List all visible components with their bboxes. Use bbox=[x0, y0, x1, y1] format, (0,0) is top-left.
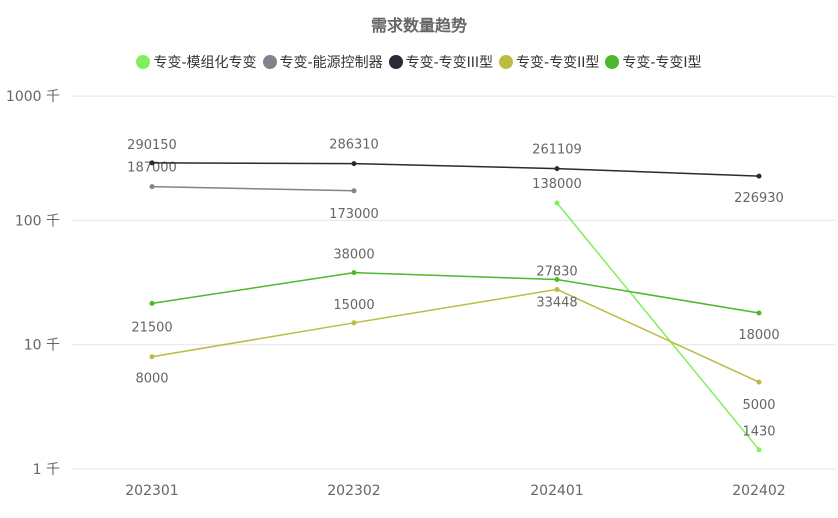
data-point bbox=[756, 379, 762, 385]
data-point bbox=[756, 173, 762, 179]
legend-item[interactable]: 专变-能源控制器 bbox=[262, 52, 383, 72]
y-tick-label: 1 千 bbox=[33, 462, 60, 478]
legend-item[interactable]: 专变-模组化专变 bbox=[136, 52, 257, 72]
x-tick-label: 202402 bbox=[732, 483, 785, 499]
legend-marker-icon bbox=[262, 55, 277, 69]
legend-label: 专变-能源控制器 bbox=[279, 55, 383, 71]
chart-title: 需求数量趋势 bbox=[370, 16, 467, 35]
legend-marker-icon bbox=[388, 55, 403, 69]
data-point bbox=[351, 161, 357, 167]
data-label: 187000 bbox=[127, 161, 177, 176]
legend-label: 专变-专变II型 bbox=[516, 55, 600, 71]
data-point bbox=[351, 188, 357, 194]
data-point bbox=[149, 184, 155, 190]
legend-item[interactable]: 专变-专变III型 bbox=[388, 52, 494, 72]
legend-label: 专变-专变I型 bbox=[622, 55, 702, 71]
series-line bbox=[556, 202, 760, 451]
series-line bbox=[151, 271, 760, 314]
data-point bbox=[554, 200, 560, 206]
data-label: 38000 bbox=[333, 248, 374, 263]
data-label: 1430 bbox=[742, 425, 775, 440]
series-line bbox=[151, 185, 355, 192]
series-line bbox=[151, 288, 760, 383]
legend-item[interactable]: 专变-专变II型 bbox=[499, 52, 599, 72]
data-point bbox=[351, 320, 357, 326]
data-label: 5000 bbox=[742, 398, 775, 413]
legend-label: 专变-模组化专变 bbox=[153, 55, 257, 71]
data-point bbox=[149, 300, 155, 306]
y-tick-label: 1000 千 bbox=[6, 89, 60, 105]
legend-label: 专变-专变III型 bbox=[405, 55, 494, 71]
y-tick-label: 10 千 bbox=[24, 338, 60, 354]
x-tick-label: 202302 bbox=[327, 483, 380, 499]
data-label: 21500 bbox=[131, 320, 172, 335]
data-point bbox=[351, 270, 357, 276]
legend-item[interactable]: 专变-专变I型 bbox=[605, 52, 702, 72]
data-label: 290150 bbox=[127, 138, 177, 153]
data-label: 8000 bbox=[135, 372, 168, 387]
data-label: 286310 bbox=[329, 138, 379, 153]
data-label: 173000 bbox=[329, 207, 379, 222]
data-point bbox=[554, 277, 560, 283]
data-point bbox=[554, 286, 560, 292]
data-label: 226930 bbox=[734, 191, 784, 206]
data-label: 15000 bbox=[333, 298, 374, 313]
legend: 专变-模组化专变 专变-能源控制器 专变-专变III型 专变-专变II型 专变-专变I型 bbox=[0, 52, 838, 72]
legend-marker-icon bbox=[136, 55, 151, 69]
data-point bbox=[756, 310, 762, 316]
x-tick-label: 202401 bbox=[530, 483, 583, 499]
legend-marker-icon bbox=[605, 55, 620, 69]
x-tick-label: 202301 bbox=[125, 483, 178, 499]
data-label: 138000 bbox=[532, 177, 582, 192]
series-line bbox=[151, 162, 760, 177]
data-point bbox=[756, 447, 762, 453]
y-tick-label: 100 千 bbox=[15, 213, 60, 229]
data-point bbox=[149, 354, 155, 360]
data-label: 18000 bbox=[738, 328, 779, 343]
data-label: 261109 bbox=[532, 143, 582, 158]
data-label: 27830 bbox=[536, 264, 577, 279]
legend-marker-icon bbox=[499, 55, 514, 69]
data-point bbox=[149, 160, 155, 166]
data-point bbox=[554, 166, 560, 172]
data-label: 33448 bbox=[536, 296, 577, 311]
